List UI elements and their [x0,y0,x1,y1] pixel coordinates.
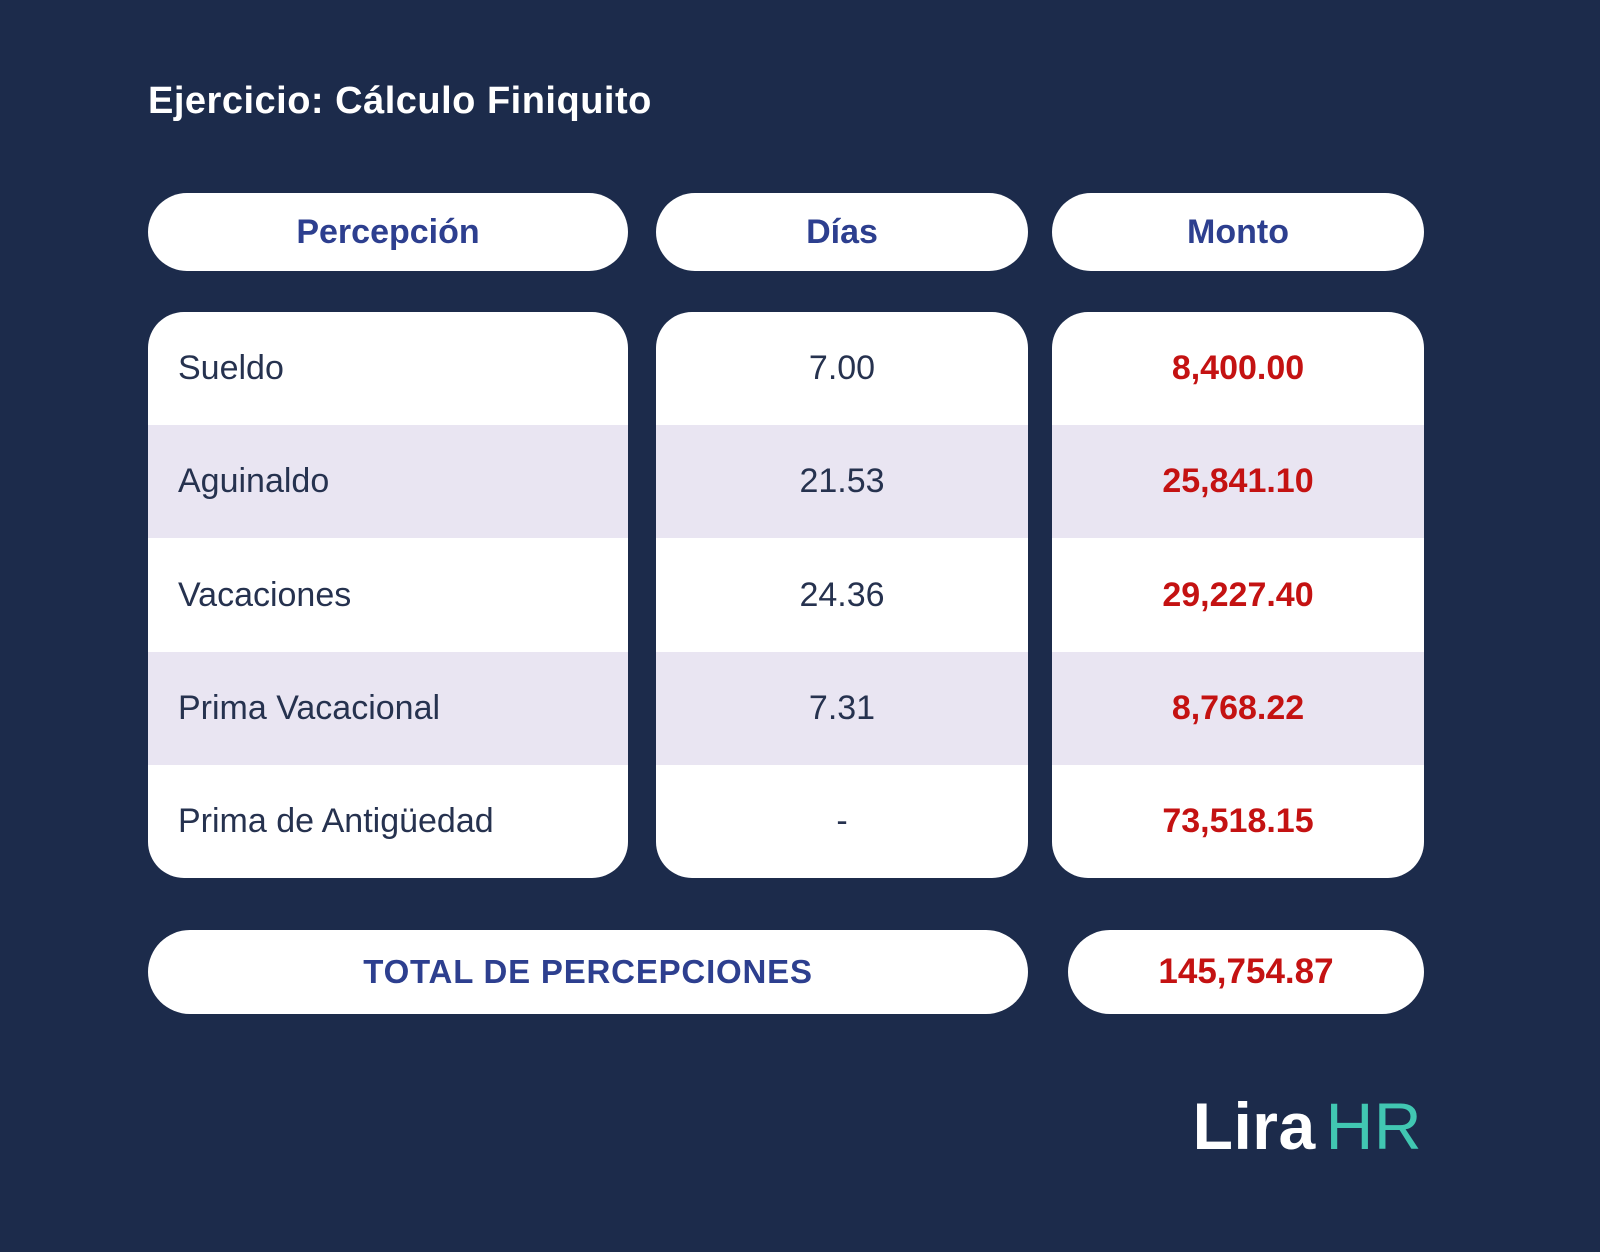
column-monto: Monto 8,400.00 25,841.10 29,227.40 8,768… [1052,193,1424,878]
table-row-dias: 24.36 [799,575,885,614]
table-row-label: Prima de Antigüedad [178,801,494,840]
column-percepcion: Percepción Sueldo Aguinaldo Vacaciones P… [148,193,628,878]
table-row-monto: 73,518.15 [1162,801,1314,840]
column-header-monto: Monto [1052,193,1424,271]
table-row-dias: 7.31 [656,651,1028,765]
page-title: Ejercicio: Cálculo Finiquito [148,80,652,122]
percepcion-panel: Sueldo Aguinaldo Vacaciones Prima Vacaci… [148,312,628,878]
table: Percepción Sueldo Aguinaldo Vacaciones P… [148,193,1424,878]
lira-hr-logo: Lira HR [1193,1088,1422,1164]
dias-panel: 7.00 21.53 24.36 7.31 - [656,312,1028,878]
table-row-dias: 7.00 [808,349,876,388]
table-row-label: Aguinaldo [148,425,628,539]
table-row-dias: - [836,801,848,840]
total-label-pill: TOTAL DE PERCEPCIONES [148,930,1028,1014]
table-row-label: Sueldo [178,349,284,388]
total-row: TOTAL DE PERCEPCIONES 145,754.87 [148,930,1424,1014]
table-row-label: Prima Vacacional [148,651,628,765]
table-row-monto: 29,227.40 [1162,575,1314,614]
monto-panel: 8,400.00 25,841.10 29,227.40 8,768.22 73… [1052,312,1424,878]
logo-text-hr: HR [1325,1089,1422,1163]
column-dias: Días 7.00 21.53 24.36 7.31 - [656,193,1028,878]
table-row-monto: 8,768.22 [1052,651,1424,765]
table-row-dias: 21.53 [656,425,1028,539]
column-header-percepcion: Percepción [148,193,628,271]
column-header-dias: Días [656,193,1028,271]
logo-text-lira: Lira [1192,1089,1316,1163]
table-row-monto: 8,400.00 [1171,349,1305,388]
total-value-pill: 145,754.87 [1068,930,1424,1014]
table-row-monto: 25,841.10 [1052,425,1424,539]
table-row-label: Vacaciones [178,575,352,614]
